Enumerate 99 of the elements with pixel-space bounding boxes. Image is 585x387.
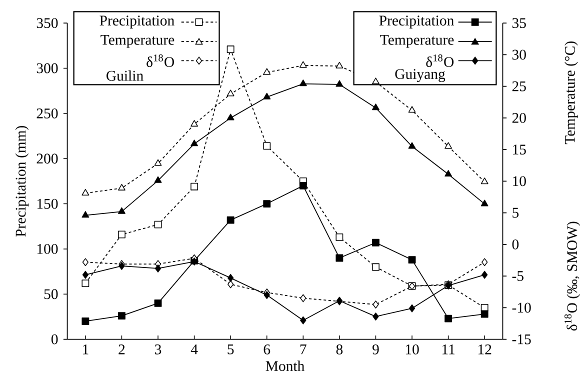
- point: [226, 216, 234, 224]
- point: [299, 61, 307, 68]
- point: [372, 77, 380, 84]
- x-tick-label: 3: [155, 344, 162, 354]
- point: [118, 312, 126, 320]
- point: [82, 279, 90, 287]
- y2-tick-label: -5: [512, 270, 524, 281]
- x-tick-label: 6: [264, 344, 270, 354]
- y2-tick-label: 25: [512, 81, 526, 92]
- point: [118, 230, 126, 238]
- point: [118, 184, 126, 190]
- y-tick-label: 300: [36, 63, 58, 74]
- y2-tick-label: -15: [512, 334, 531, 344]
- y2-tick-label: -10: [512, 302, 531, 312]
- y2-tick-label: 0: [512, 239, 519, 250]
- y-tick-label: 350: [36, 18, 58, 28]
- x-tick-label: 12: [478, 344, 492, 354]
- point: [190, 139, 198, 146]
- legend-label: Temperature: [380, 34, 454, 48]
- y-tick-label: 50: [44, 288, 58, 299]
- point: [154, 159, 162, 166]
- point: [190, 120, 198, 126]
- y-tick-label: 250: [36, 108, 58, 118]
- point: [336, 254, 344, 262]
- point: [190, 182, 198, 190]
- legend-label: δ$^{18}$O: [146, 54, 174, 67]
- x-tick-label: 7: [300, 344, 306, 354]
- point: [372, 300, 379, 308]
- x-tick-label: 8: [336, 344, 343, 354]
- x-tick-label: 4: [190, 344, 198, 354]
- y2-tick-label: 5: [512, 208, 519, 218]
- point: [263, 68, 271, 75]
- point: [299, 182, 307, 190]
- point: [82, 317, 90, 325]
- point: [444, 170, 452, 176]
- point: [408, 304, 416, 312]
- legend-label: Temperature: [100, 34, 174, 48]
- x-tick-label: 11: [442, 344, 455, 354]
- point: [482, 270, 488, 279]
- y-axis-title: Precipitation (mm): [15, 126, 29, 236]
- x-tick-label: 1: [83, 344, 88, 354]
- point: [372, 103, 380, 110]
- point: [408, 256, 416, 264]
- point: [480, 310, 488, 318]
- point: [228, 274, 234, 282]
- point: [372, 312, 379, 320]
- annotation: Guiyang: [395, 68, 446, 82]
- y2-tick-label: 30: [512, 50, 526, 60]
- y2-tick-label: 15: [513, 144, 526, 154]
- x-tick-label: 10: [406, 344, 419, 354]
- point: [336, 62, 344, 68]
- legend-label: Precipitation: [100, 15, 174, 28]
- point: [118, 207, 126, 214]
- point: [300, 294, 306, 302]
- point: [154, 299, 162, 307]
- point: [299, 79, 307, 86]
- point: [408, 142, 416, 149]
- point: [336, 233, 344, 241]
- point: [228, 280, 234, 288]
- y2-axis-title: Temperature (°C): [564, 41, 578, 144]
- point: [408, 106, 416, 112]
- point: [154, 264, 162, 272]
- point: [154, 220, 162, 228]
- legend-label: δ$^{18}$O: [426, 54, 454, 67]
- legend-label: Precipitation: [379, 15, 454, 28]
- y2-tick-label: 20: [512, 112, 526, 123]
- point: [82, 258, 89, 266]
- y-tick-label: 100: [37, 244, 58, 254]
- point: [480, 200, 488, 206]
- point: [444, 314, 452, 322]
- point: [263, 92, 271, 100]
- point: [82, 188, 90, 196]
- x-tick-label: 9: [372, 344, 379, 354]
- point: [372, 263, 380, 271]
- point: [264, 290, 270, 299]
- point: [82, 270, 89, 279]
- point: [154, 176, 162, 183]
- point: [263, 142, 271, 150]
- y2-tick-label: 35: [512, 18, 526, 28]
- y2-tick-label: 10: [513, 176, 526, 186]
- annotation: Guilin: [106, 70, 144, 81]
- point: [372, 238, 380, 246]
- point: [263, 200, 271, 208]
- x-tick-label: 2: [118, 344, 125, 354]
- point: [336, 80, 344, 87]
- x-tick-label: 5: [228, 344, 234, 354]
- y-tick-label: 150: [37, 198, 58, 209]
- y-tick-label: 200: [36, 153, 58, 164]
- point: [226, 114, 234, 120]
- point: [226, 45, 234, 53]
- point: [226, 89, 234, 96]
- text: δ$^{18}$O (‰, SMOW): [564, 222, 580, 330]
- point: [480, 177, 488, 184]
- x-axis-title: Month: [266, 360, 304, 371]
- point: [82, 210, 90, 218]
- point: [300, 316, 306, 324]
- y-tick-label: 0: [51, 334, 58, 344]
- point: [444, 142, 452, 149]
- point: [482, 258, 488, 266]
